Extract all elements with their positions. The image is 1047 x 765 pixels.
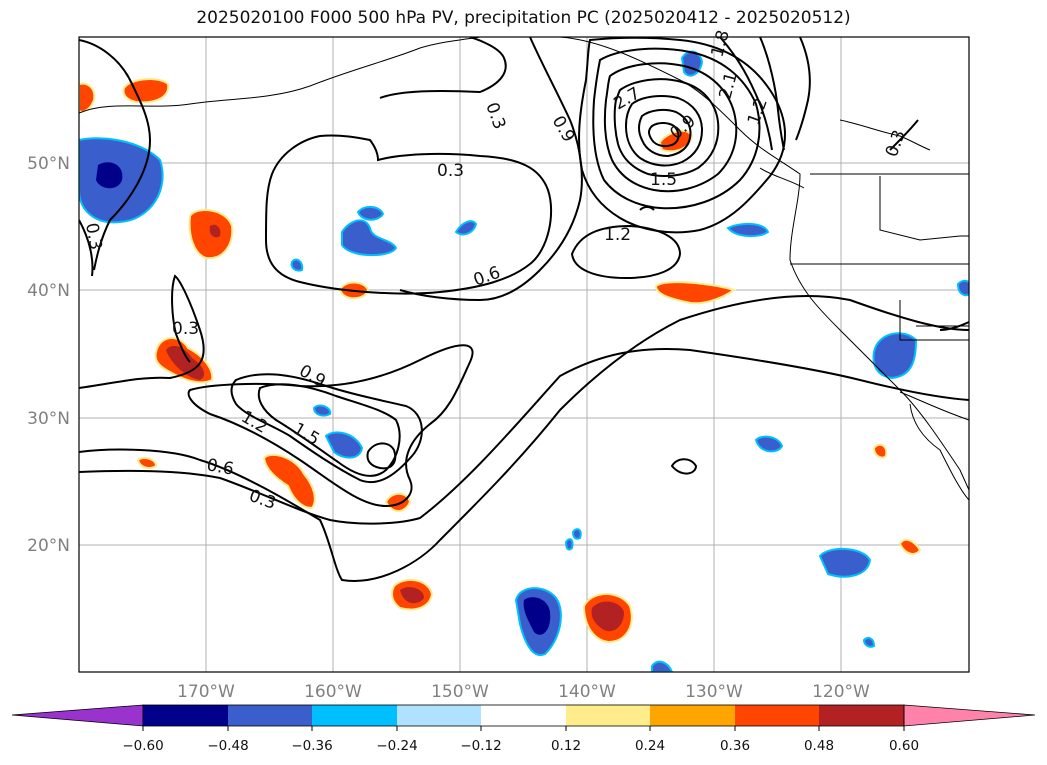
lat-label-50n: 50°N xyxy=(27,154,70,174)
lon-label-120w: 120°W xyxy=(812,682,870,702)
lat-label-30n: 30°N xyxy=(27,409,70,429)
precip-negative-blob xyxy=(571,528,582,540)
colorbar-segment xyxy=(143,705,228,726)
colorbar-tick-label: −0.60 xyxy=(122,738,163,754)
colorbar-tick-label: 0.48 xyxy=(804,738,834,754)
colorbar-tick-label: −0.36 xyxy=(291,738,332,754)
colorbar-tick-label: 0.60 xyxy=(889,738,919,754)
precip-negative-blob xyxy=(726,222,770,238)
precip-positive-blob xyxy=(136,457,158,469)
contour-label: 0.3 xyxy=(172,319,199,339)
colorbar-segment xyxy=(566,705,650,726)
lon-label-170w: 170°W xyxy=(177,682,235,702)
colorbar-tick-label: −0.12 xyxy=(460,738,501,754)
lon-label-130w: 130°W xyxy=(685,682,743,702)
colorbar-tick-label: 0.36 xyxy=(720,738,750,754)
colorbar-segment xyxy=(312,705,397,726)
coastlines xyxy=(79,37,969,501)
contour-label: 0.6 xyxy=(205,455,235,479)
contour-label: 0.3 xyxy=(81,221,105,251)
precip-negative-blob xyxy=(290,258,304,272)
precip-positive-blob xyxy=(654,281,737,305)
precip-negative-blob xyxy=(862,637,876,648)
colorbar-tick-label: −0.48 xyxy=(207,738,248,754)
precip-positive-blob xyxy=(79,82,96,113)
precip-negative-blob xyxy=(324,431,364,459)
colorbar-segment xyxy=(735,705,819,726)
precip-negative-blob xyxy=(651,660,674,672)
contour-label: 1.2 xyxy=(604,225,631,245)
colorbar-segment xyxy=(481,705,566,726)
precip-blobs xyxy=(79,50,969,672)
colorbar-extend-max xyxy=(903,704,1036,727)
colorbar: −0.60 −0.48 −0.36 −0.24 −0.12 0.12 0.24 … xyxy=(11,704,1036,754)
precip-negative-core xyxy=(96,162,123,189)
precip-positive-blob xyxy=(262,453,316,510)
precip-positive-core xyxy=(591,601,624,632)
lon-label-150w: 150°W xyxy=(431,682,489,702)
precip-negative-blob xyxy=(872,332,918,380)
precip-positive-blob xyxy=(898,538,922,555)
plot-area xyxy=(79,37,969,672)
colorbar-tick-label: −0.24 xyxy=(376,738,417,754)
precip-negative-blob xyxy=(312,404,332,417)
precip-positive-blob xyxy=(872,443,888,459)
contour-label: 1.5 xyxy=(650,170,677,190)
lon-label-160w: 160°W xyxy=(304,682,362,702)
pv-contours xyxy=(79,37,969,582)
colorbar-tick-label: 0.24 xyxy=(635,738,665,754)
precip-positive-blob xyxy=(384,492,412,512)
gridlines xyxy=(79,37,969,672)
colorbar-segment xyxy=(650,705,735,726)
precip-negative-blob xyxy=(754,435,784,453)
lon-label-140w: 140°W xyxy=(558,682,616,702)
map-frame xyxy=(78,36,970,673)
precip-positive-core xyxy=(400,587,424,604)
precip-negative-blob xyxy=(356,206,385,221)
precip-negative-blob xyxy=(956,279,969,297)
precip-positive-core xyxy=(166,345,205,380)
longitude-labels: 170°W 160°W 150°W 140°W 130°W 120°W xyxy=(177,682,870,702)
lat-label-20n: 20°N xyxy=(27,536,70,556)
colorbar-segment xyxy=(819,705,904,726)
contour-label: 0.3 xyxy=(437,161,464,181)
colorbar-segment xyxy=(397,705,481,726)
precip-negative-core xyxy=(523,597,551,635)
colorbar-tick-label: 0.12 xyxy=(551,738,581,754)
latitude-labels: 50°N 40°N 30°N 20°N xyxy=(27,154,70,556)
colorbar-segment xyxy=(228,705,312,726)
precip-positive-core xyxy=(209,224,221,238)
precip-positive-blob xyxy=(122,78,170,104)
lat-label-40n: 40°N xyxy=(27,281,70,301)
precip-negative-blob xyxy=(454,220,478,236)
precip-negative-blob xyxy=(341,219,398,257)
map-title: 2025020100 F000 500 hPa PV, precipitatio… xyxy=(196,8,851,28)
precip-negative-blob xyxy=(564,538,574,551)
colorbar-extend-min xyxy=(11,704,144,727)
precip-negative-blob xyxy=(818,548,872,578)
